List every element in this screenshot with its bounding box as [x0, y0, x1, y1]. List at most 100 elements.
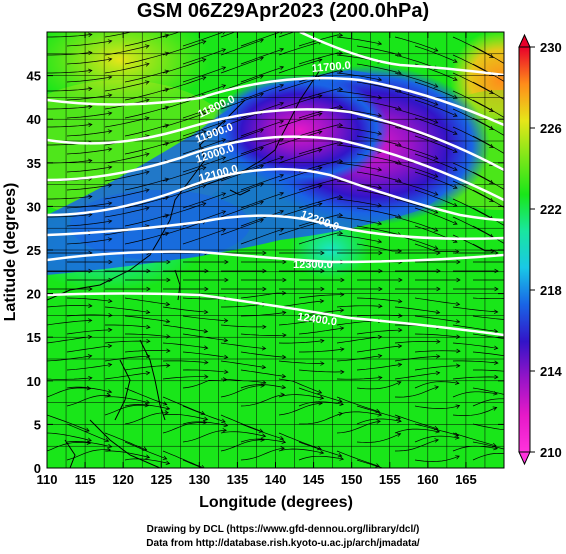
streamline [414, 207, 458, 225]
streamline [278, 59, 322, 74]
streamline-arrow [261, 380, 267, 385]
streamline [394, 36, 438, 52]
streamline [278, 360, 324, 364]
streamline [472, 423, 504, 431]
streamline-arrow [377, 113, 383, 118]
streamline-arrow [455, 455, 460, 460]
streamline-arrow [514, 318, 518, 322]
streamline [278, 149, 322, 164]
streamline-arrow [338, 122, 344, 128]
streamline-arrow [279, 83, 285, 89]
streamline [356, 207, 402, 218]
streamline-arrow [279, 191, 285, 197]
streamline [278, 394, 324, 399]
streamline [472, 99, 504, 118]
streamline [472, 351, 504, 357]
colorbar-tick-label: 230 [540, 40, 562, 55]
streamline [336, 72, 382, 81]
streamline-arrow [88, 194, 93, 199]
streamline [394, 180, 438, 196]
streamline-arrow [397, 343, 403, 349]
x-tick-label: 135 [227, 472, 249, 487]
streamline [298, 34, 343, 47]
y-tick-label: 10 [27, 374, 41, 389]
streamline-arrow [86, 385, 92, 391]
streamline-arrow [280, 32, 283, 35]
streamline [414, 99, 458, 117]
streamline [356, 418, 402, 425]
streamline-arrow [433, 173, 439, 178]
streamline-arrow [88, 268, 93, 274]
streamline [452, 162, 494, 184]
streamline-arrow [107, 389, 113, 394]
streamline [298, 441, 342, 457]
streamline [336, 336, 382, 344]
y-axis: 0 5 10 15 20 25 30 35 40 45 [27, 69, 504, 476]
streamline [298, 214, 343, 227]
streamline [298, 401, 344, 407]
streamline-arrow [279, 65, 285, 71]
streamline [298, 294, 344, 299]
streamline [336, 162, 382, 171]
streamline-arrow [398, 277, 403, 283]
streamline [336, 420, 381, 434]
streamline [104, 117, 150, 128]
streamline-arrow [201, 464, 205, 468]
streamline-arrow [221, 192, 227, 197]
streamline-arrow [436, 250, 441, 256]
streamline [394, 428, 440, 434]
contour-label-11700: 11700.0 [311, 60, 351, 75]
streamline-arrow [489, 179, 494, 184]
streamline [336, 126, 382, 135]
streamline [356, 225, 402, 236]
colorbar-tick-label: 218 [540, 283, 562, 298]
streamline-arrow [396, 432, 402, 437]
colorbar-tick-label: 222 [540, 202, 562, 217]
streamline [104, 81, 150, 92]
streamline [47, 70, 92, 74]
streamline [124, 315, 170, 323]
streamline-arrow [435, 429, 441, 434]
streamline-arrow [166, 334, 171, 339]
streamline-arrow [88, 158, 93, 163]
streamline [104, 153, 150, 164]
streamline [162, 130, 206, 146]
streamline [298, 178, 343, 191]
streamline [336, 144, 382, 153]
streamline [336, 216, 382, 225]
streamline-arrow [221, 48, 227, 53]
colorbar-max-arrow [518, 33, 531, 48]
streamline [66, 394, 111, 407]
streamline [47, 34, 92, 38]
streamline-arrow [145, 98, 150, 103]
streamline-arrow [88, 122, 93, 127]
streamline [240, 394, 285, 407]
x-tick-label: 150 [341, 472, 363, 487]
streamline [356, 81, 402, 92]
streamline-arrow [398, 327, 403, 333]
streamline-arrow [433, 191, 439, 196]
streamline [47, 432, 92, 442]
streamline-arrow [165, 319, 171, 324]
streamline [472, 297, 504, 300]
streamline-arrow [435, 370, 441, 376]
streamline-arrow [433, 83, 439, 88]
streamline [298, 196, 343, 209]
streamline-arrow [338, 158, 344, 164]
streamline-arrow [508, 137, 512, 141]
streamline-arrow [145, 454, 151, 459]
x-tick-label: 140 [265, 472, 287, 487]
streamline-arrow [107, 147, 113, 152]
streamline-arrow [508, 65, 512, 69]
streamline [162, 396, 205, 415]
streamline-arrow [146, 268, 151, 274]
streamline-arrow [145, 370, 151, 376]
x-tick-label: 165 [455, 472, 477, 487]
streamline [356, 99, 402, 110]
streamline-arrow [281, 384, 287, 390]
streamline [278, 402, 323, 416]
streamline [124, 412, 169, 425]
streamline-arrow [106, 447, 112, 452]
streamline-arrow [166, 259, 171, 265]
